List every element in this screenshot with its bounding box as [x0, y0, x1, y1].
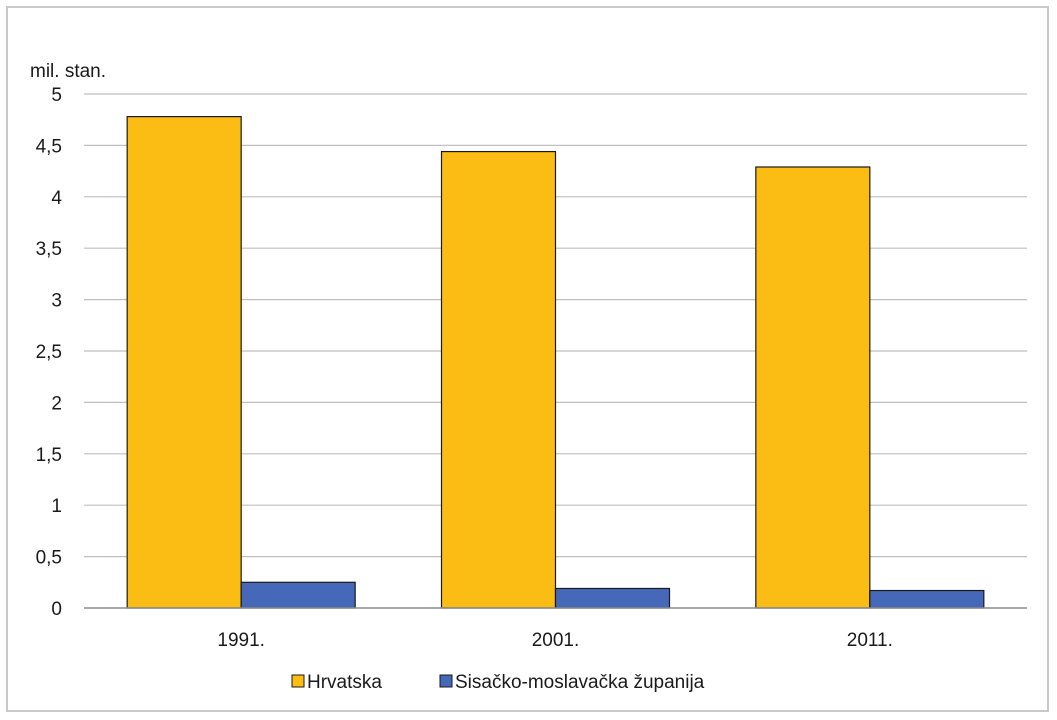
y-tick-label: 4 [51, 188, 62, 209]
y-axis-ticks: 0 0,5 1 1,5 2 2,5 3 3,5 4 4,5 5 [36, 85, 63, 620]
bars [126, 116, 985, 609]
legend-label-0: Hrvatska [307, 672, 382, 693]
y-axis-unit-label: mil. stan. [30, 61, 106, 82]
bar-hrvatska-0 [126, 116, 242, 609]
legend: Hrvatska Sisačko-moslavačka županija [291, 672, 705, 693]
bar-sisacko-moslavacka-0 [240, 581, 356, 609]
bar-hrvatska-1 [440, 150, 557, 609]
y-tick-label: 4,5 [36, 136, 62, 157]
y-tick-label: 1,5 [36, 445, 62, 466]
bar-sisacko-moslavacka-2 [869, 589, 985, 609]
legend-label-1: Sisačko-moslavačka županija [455, 672, 705, 693]
y-tick-label: 0 [51, 599, 62, 620]
y-tick-label: 3,5 [36, 239, 62, 260]
bar-hrvatska-2 [755, 166, 871, 609]
y-tick-label: 5 [51, 85, 62, 106]
y-tick-label: 3 [51, 291, 62, 312]
y-tick-label: 1 [51, 496, 62, 517]
legend-swatch-1 [439, 674, 453, 688]
y-tick-label: 0,5 [36, 548, 62, 569]
x-tick-label: 2001. [532, 630, 580, 651]
x-tick-label: 2011. [847, 630, 893, 651]
x-axis-ticks: 1991. 2001. 2011. [217, 630, 893, 651]
y-tick-label: 2,5 [36, 342, 62, 363]
legend-swatch-0 [291, 674, 305, 688]
x-tick-label: 1991. [217, 630, 265, 651]
y-tick-label: 2 [51, 393, 62, 414]
bar-sisacko-moslavacka-1 [554, 587, 671, 609]
